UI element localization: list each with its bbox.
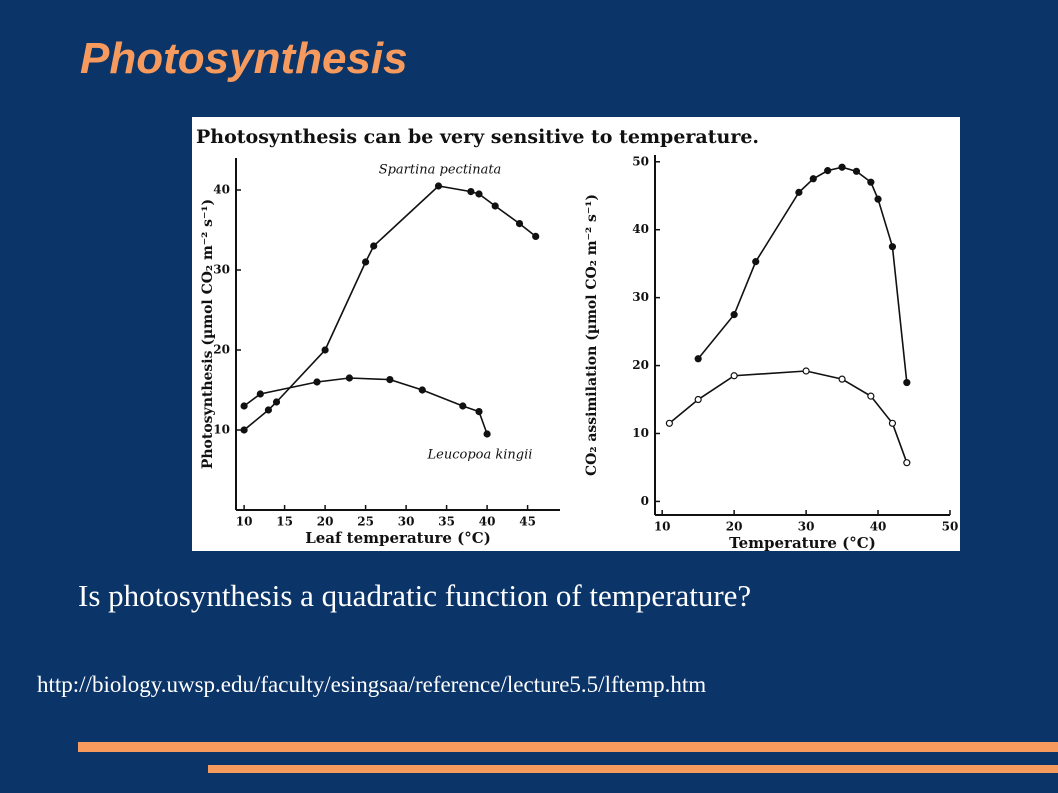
data-point (730, 372, 738, 380)
data-point (874, 195, 882, 203)
data-point (888, 243, 897, 251)
y-axis-label: Photosynthesis (µmol CO₂ m⁻² s⁻¹) (200, 199, 216, 469)
question: Is photosynthesis a quadratic function o… (78, 578, 752, 613)
data-point (240, 402, 248, 410)
data-point (515, 220, 524, 228)
data-point (665, 419, 673, 427)
x-tick-label: 45 (519, 515, 536, 529)
y-tick-label: 20 (213, 343, 230, 357)
data-point (467, 188, 475, 196)
y-tick-label: 40 (213, 183, 230, 197)
y-axis-label: CO₂ assimilation (µmol CO₂ m⁻² s⁻¹) (584, 194, 600, 476)
data-point (240, 426, 248, 434)
data-point (824, 167, 832, 175)
y-tick-label: 10 (213, 423, 230, 437)
data-point (418, 386, 426, 394)
x-axis-label: Temperature (°C) (729, 534, 876, 552)
x-tick-label: 40 (479, 515, 496, 529)
data-point (694, 395, 702, 404)
x-axis-label: Leaf temperature (°C) (305, 529, 491, 547)
data-point (459, 402, 467, 410)
data-point (491, 202, 499, 210)
x-tick-label: 10 (654, 520, 671, 534)
data-point (852, 167, 861, 175)
data-point (694, 355, 702, 363)
x-tick-label: 50 (942, 520, 959, 534)
decor-bar (78, 742, 1058, 752)
series-line (697, 166, 908, 383)
data-point (434, 182, 443, 190)
figure-caption: Photosynthesis can be very sensitive to … (196, 126, 759, 148)
series-label: Leucopoa kingii (427, 448, 533, 463)
series-label: Spartina pectinata (379, 163, 502, 178)
y-tick-label: 30 (632, 290, 649, 304)
data-point (903, 459, 911, 467)
data-point (903, 378, 911, 387)
data-point (730, 311, 738, 319)
data-point (475, 190, 483, 198)
y-tick-label: 30 (213, 263, 230, 277)
x-tick-label: 35 (438, 515, 455, 529)
data-point (321, 346, 329, 354)
data-point (795, 188, 803, 196)
data-point (802, 367, 810, 375)
decor-bar (208, 765, 1058, 773)
y-tick-label: 0 (641, 494, 649, 508)
data-point (867, 392, 875, 400)
series-line (668, 370, 908, 463)
data-point (752, 258, 760, 266)
data-point (867, 178, 875, 186)
x-tick-label: 40 (870, 520, 887, 534)
source-url: http://biology.uwsp.edu/faculty/esingsaa… (37, 672, 707, 697)
data-point (362, 258, 370, 266)
figure-background (192, 117, 960, 551)
y-tick-label: 50 (632, 154, 649, 168)
data-point (313, 378, 321, 386)
data-point (264, 406, 272, 414)
data-point (483, 430, 491, 438)
data-point (888, 419, 897, 427)
y-tick-label: 40 (632, 222, 649, 236)
x-tick-label: 30 (398, 515, 415, 529)
data-point (532, 232, 540, 240)
data-point (475, 408, 483, 416)
data-point (256, 390, 264, 398)
data-point (386, 376, 394, 384)
data-point (838, 163, 846, 171)
slide-title: Photosynthesis (80, 34, 408, 83)
x-tick-label: 30 (798, 520, 815, 534)
x-tick-label: 20 (726, 520, 743, 534)
y-tick-label: 10 (632, 426, 649, 440)
x-tick-label: 10 (236, 515, 253, 529)
data-point (272, 398, 281, 406)
data-point (809, 175, 817, 183)
y-tick-label: 20 (632, 358, 649, 372)
data-point (370, 242, 378, 250)
data-point (838, 375, 846, 383)
x-tick-label: 15 (276, 515, 293, 529)
data-point (345, 374, 353, 382)
x-tick-label: 20 (317, 515, 334, 529)
x-tick-label: 25 (357, 515, 374, 529)
